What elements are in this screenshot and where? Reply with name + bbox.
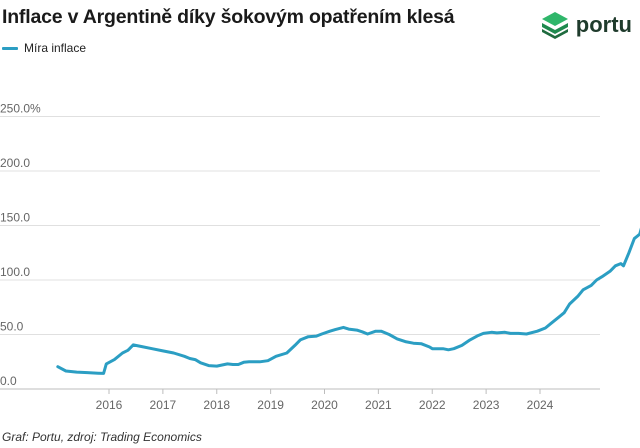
x-tick-label: 2018 [203, 398, 230, 412]
series-line-mira-inflace [56, 227, 640, 375]
source-note: Graf: Portu, zdroj: Trading Economics [2, 430, 202, 444]
x-tick-label: 2023 [473, 398, 500, 412]
x-tick-label: 2020 [311, 398, 338, 412]
y-tick-label: 200.0 [0, 156, 30, 170]
x-tick-label: 2022 [419, 398, 446, 412]
chart-title: Inflace v Argentině díky šokovým opatřen… [2, 6, 455, 28]
legend-swatch [2, 46, 18, 50]
legend-label: Míra inflace [24, 41, 87, 55]
y-tick-label: 150.0 [0, 211, 30, 225]
x-tick-label: 2019 [257, 398, 284, 412]
layers-logo-icon [541, 12, 568, 39]
y-tick-label: 100.0 [0, 265, 30, 279]
x-tick-label: 2021 [365, 398, 392, 412]
y-tick-label: 50.0 [0, 320, 24, 334]
chart-legend: Míra inflace [2, 41, 86, 55]
x-tick-label: 2017 [150, 398, 177, 412]
brand-logo[interactable]: portu [540, 10, 632, 40]
brand-name: portu [575, 12, 632, 37]
x-tick-label: 2024 [527, 398, 554, 412]
y-tick-label: 250.0% [0, 102, 41, 116]
x-tick-label: 2016 [96, 398, 123, 412]
y-tick-label: 0.0 [0, 374, 17, 388]
